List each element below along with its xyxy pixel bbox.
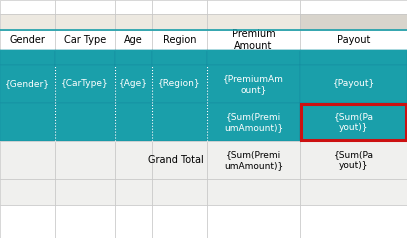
Bar — [152, 30, 207, 50]
Text: Payout: Payout — [337, 35, 370, 45]
Text: {Sum(Pa
yout)}: {Sum(Pa yout)} — [333, 150, 374, 170]
Bar — [207, 14, 300, 30]
Bar — [207, 141, 300, 179]
Bar — [55, 205, 115, 238]
Bar — [152, 14, 207, 30]
Bar — [207, 103, 300, 141]
Bar — [55, 65, 115, 103]
Bar — [152, 179, 207, 205]
Text: {Payout}: {Payout} — [333, 79, 374, 89]
Bar — [300, 50, 407, 65]
Text: Grand Total: Grand Total — [148, 155, 204, 165]
Bar — [115, 205, 152, 238]
Bar — [55, 14, 115, 30]
Bar — [55, 50, 115, 65]
Text: {CarType}: {CarType} — [61, 79, 109, 89]
Bar — [55, 0, 115, 14]
Bar — [115, 0, 152, 14]
Text: Car Type: Car Type — [64, 35, 106, 45]
Bar — [115, 65, 152, 103]
Text: {PremiumAm
ount}: {PremiumAm ount} — [223, 74, 284, 94]
Bar — [0, 103, 55, 141]
Text: Gender: Gender — [9, 35, 46, 45]
Bar — [115, 50, 152, 65]
Bar — [300, 14, 407, 30]
Bar — [55, 30, 115, 50]
Bar — [300, 65, 407, 103]
Bar — [0, 50, 55, 65]
Text: Premium
Amount: Premium Amount — [232, 29, 275, 51]
Bar — [152, 141, 207, 179]
Bar — [115, 14, 152, 30]
Text: {Sum(Premi
umAmount)}: {Sum(Premi umAmount)} — [224, 112, 283, 132]
Bar — [0, 179, 55, 205]
Bar — [0, 30, 55, 50]
Text: {Sum(Pa
yout)}: {Sum(Pa yout)} — [333, 112, 374, 132]
Bar — [0, 205, 55, 238]
Text: Age: Age — [124, 35, 143, 45]
Bar — [55, 141, 115, 179]
Text: {Age}: {Age} — [119, 79, 148, 89]
Text: {Sum(Premi
umAmount)}: {Sum(Premi umAmount)} — [224, 150, 283, 170]
Bar — [300, 205, 407, 238]
Bar — [55, 179, 115, 205]
Bar — [300, 0, 407, 14]
Text: Region: Region — [163, 35, 196, 45]
Bar — [115, 179, 152, 205]
Bar — [207, 30, 300, 50]
Bar — [301, 104, 406, 140]
Bar — [115, 30, 152, 50]
Bar — [300, 141, 407, 179]
Bar — [0, 0, 55, 14]
Bar — [300, 103, 407, 141]
Bar — [152, 50, 207, 65]
Bar — [152, 65, 207, 103]
Bar — [300, 30, 407, 50]
Bar — [207, 0, 300, 14]
Bar — [207, 50, 300, 65]
Bar — [207, 65, 300, 103]
Bar — [0, 14, 55, 30]
Bar — [152, 205, 207, 238]
Bar — [115, 141, 152, 179]
Bar — [207, 205, 300, 238]
Text: {Region}: {Region} — [158, 79, 201, 89]
Bar — [300, 179, 407, 205]
Bar — [55, 103, 115, 141]
Bar — [152, 103, 207, 141]
Bar — [152, 0, 207, 14]
Bar — [0, 141, 55, 179]
Bar — [0, 65, 55, 103]
Bar — [207, 179, 300, 205]
Text: {Gender}: {Gender} — [5, 79, 50, 89]
Bar — [115, 103, 152, 141]
